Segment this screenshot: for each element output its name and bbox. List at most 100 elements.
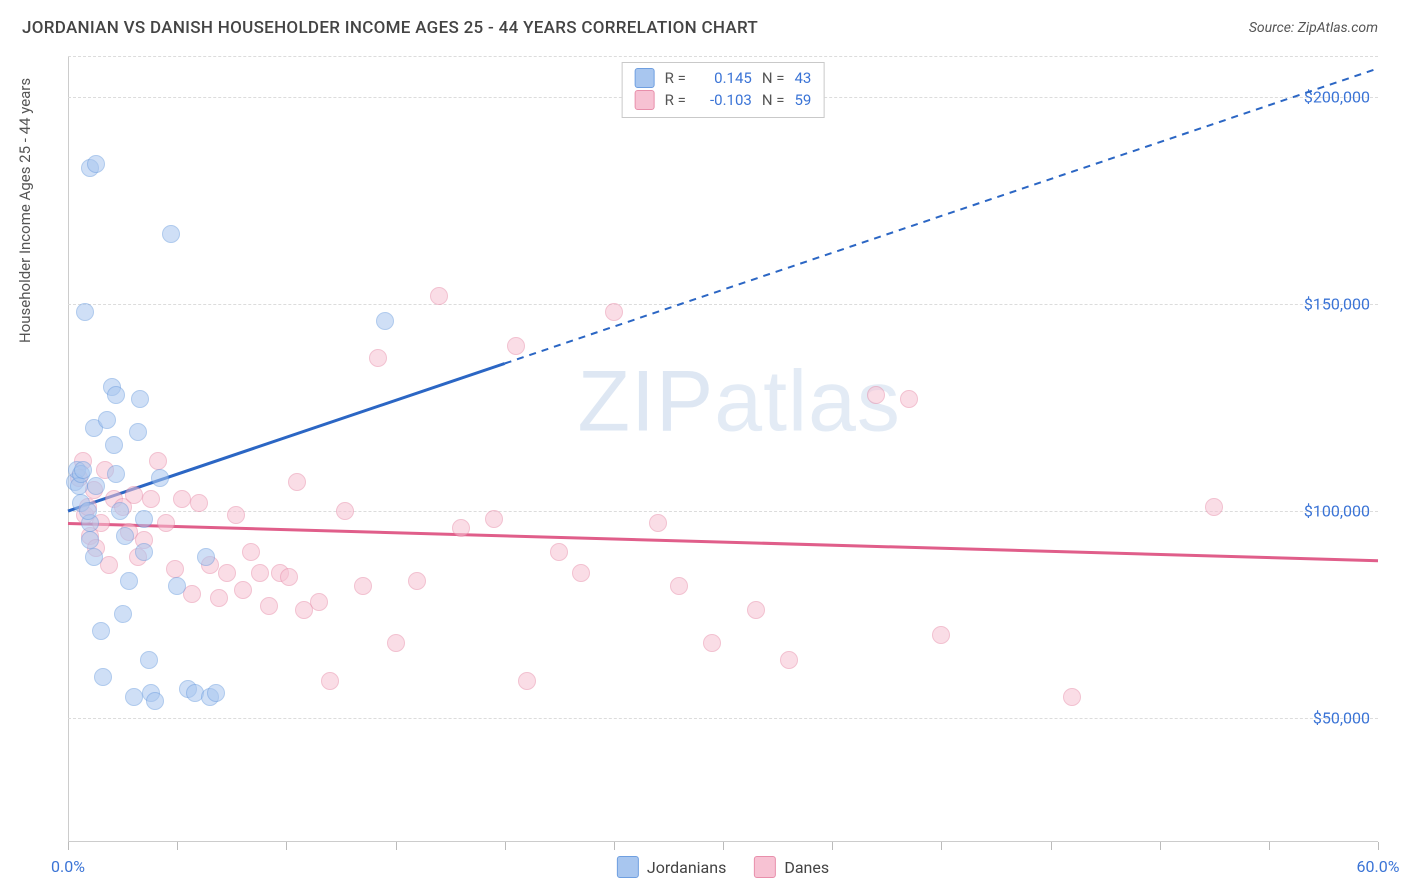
data-point-danes [408, 572, 426, 590]
data-point-jordanians [140, 651, 158, 669]
data-point-danes [234, 581, 252, 599]
data-point-jordanians [107, 386, 125, 404]
data-point-danes [354, 577, 372, 595]
data-point-danes [251, 564, 269, 582]
data-point-danes [183, 585, 201, 603]
data-point-danes [387, 634, 405, 652]
data-point-jordanians [116, 527, 134, 545]
x-tick-mark [505, 842, 506, 850]
correlation-row-danes: R = -0.103 N = 59 [635, 89, 812, 111]
legend-label-jordanians: Jordanians [647, 858, 726, 877]
data-point-danes [190, 494, 208, 512]
data-point-jordanians [107, 465, 125, 483]
correlation-legend: R = 0.145 N = 43 R = -0.103 N = 59 [622, 62, 825, 118]
data-point-jordanians [125, 688, 143, 706]
x-tick-mark [396, 842, 397, 850]
data-point-danes [260, 597, 278, 615]
data-point-danes [780, 651, 798, 669]
data-point-jordanians [207, 684, 225, 702]
data-point-danes [280, 568, 298, 586]
data-point-danes [157, 514, 175, 532]
data-point-danes [932, 626, 950, 644]
x-tick-mark [286, 842, 287, 850]
data-point-danes [900, 390, 918, 408]
data-point-danes [310, 593, 328, 611]
source-label: Source: ZipAtlas.com [1249, 20, 1378, 36]
x-tick-mark [1269, 842, 1270, 850]
data-point-danes [507, 337, 525, 355]
data-point-danes [218, 564, 236, 582]
r-value-danes: -0.103 [696, 89, 752, 111]
data-point-jordanians [87, 155, 105, 173]
data-point-jordanians [376, 312, 394, 330]
x-tick-mark [1160, 842, 1161, 850]
r-label: R = [665, 89, 686, 111]
plot-area: ZIPatlas R = 0.145 N = 43 R = -0.103 N =… [68, 56, 1378, 842]
data-point-jordanians [129, 423, 147, 441]
swatch-danes-icon [635, 90, 655, 110]
data-point-jordanians [92, 622, 110, 640]
legend-swatch-danes-icon [754, 856, 776, 878]
data-point-jordanians [76, 303, 94, 321]
data-point-danes [288, 473, 306, 491]
data-point-danes [430, 287, 448, 305]
swatch-jordanians-icon [635, 68, 655, 88]
data-point-danes [550, 543, 568, 561]
data-point-danes [452, 519, 470, 537]
legend-swatch-jordanians-icon [617, 856, 639, 878]
data-point-jordanians [151, 469, 169, 487]
data-point-danes [605, 303, 623, 321]
data-point-jordanians [114, 605, 132, 623]
data-point-jordanians [146, 692, 164, 710]
data-point-jordanians [135, 543, 153, 561]
data-point-danes [1063, 688, 1081, 706]
data-point-danes [1205, 498, 1223, 516]
x-tick-label: 60.0% [1357, 857, 1400, 876]
y-axis-label: Householder Income Ages 25 - 44 years [16, 78, 34, 343]
data-point-jordanians [197, 548, 215, 566]
x-tick-mark [941, 842, 942, 850]
x-tick-mark [614, 842, 615, 850]
data-point-danes [173, 490, 191, 508]
x-tick-mark [68, 842, 69, 850]
data-point-danes [210, 589, 228, 607]
x-tick-mark [723, 842, 724, 850]
x-tick-mark [1051, 842, 1052, 850]
chart-title: JORDANIAN VS DANISH HOUSEHOLDER INCOME A… [22, 18, 758, 38]
data-point-danes [125, 486, 143, 504]
data-point-danes [166, 560, 184, 578]
chart-container: Householder Income Ages 25 - 44 years ZI… [22, 56, 1378, 842]
legend-item-danes: Danes [754, 856, 829, 878]
data-point-jordanians [85, 548, 103, 566]
data-point-jordanians [120, 572, 138, 590]
data-point-danes [227, 506, 245, 524]
data-point-jordanians [74, 461, 92, 479]
n-label: N = [762, 89, 785, 111]
data-point-danes [142, 490, 160, 508]
n-value-danes: 59 [794, 89, 811, 111]
x-tick-label: 0.0% [51, 857, 85, 876]
x-tick-mark [1378, 842, 1379, 850]
data-point-danes [649, 514, 667, 532]
data-point-jordanians [105, 436, 123, 454]
x-tick-mark [177, 842, 178, 850]
legend-item-jordanians: Jordanians [617, 856, 726, 878]
data-point-jordanians [168, 577, 186, 595]
data-point-danes [485, 510, 503, 528]
n-label: N = [762, 67, 785, 89]
data-point-danes [867, 386, 885, 404]
correlation-row-jordanians: R = 0.145 N = 43 [635, 67, 812, 89]
data-point-jordanians [94, 668, 112, 686]
data-point-jordanians [111, 502, 129, 520]
trendline-solid [68, 523, 1378, 560]
data-point-danes [321, 672, 339, 690]
x-tick-mark [832, 842, 833, 850]
data-point-jordanians [81, 531, 99, 549]
data-point-jordanians [87, 477, 105, 495]
data-point-danes [100, 556, 118, 574]
data-point-jordanians [131, 390, 149, 408]
data-point-danes [747, 601, 765, 619]
trend-lines-svg [68, 56, 1378, 842]
data-point-danes [369, 349, 387, 367]
legend-label-danes: Danes [784, 858, 829, 877]
